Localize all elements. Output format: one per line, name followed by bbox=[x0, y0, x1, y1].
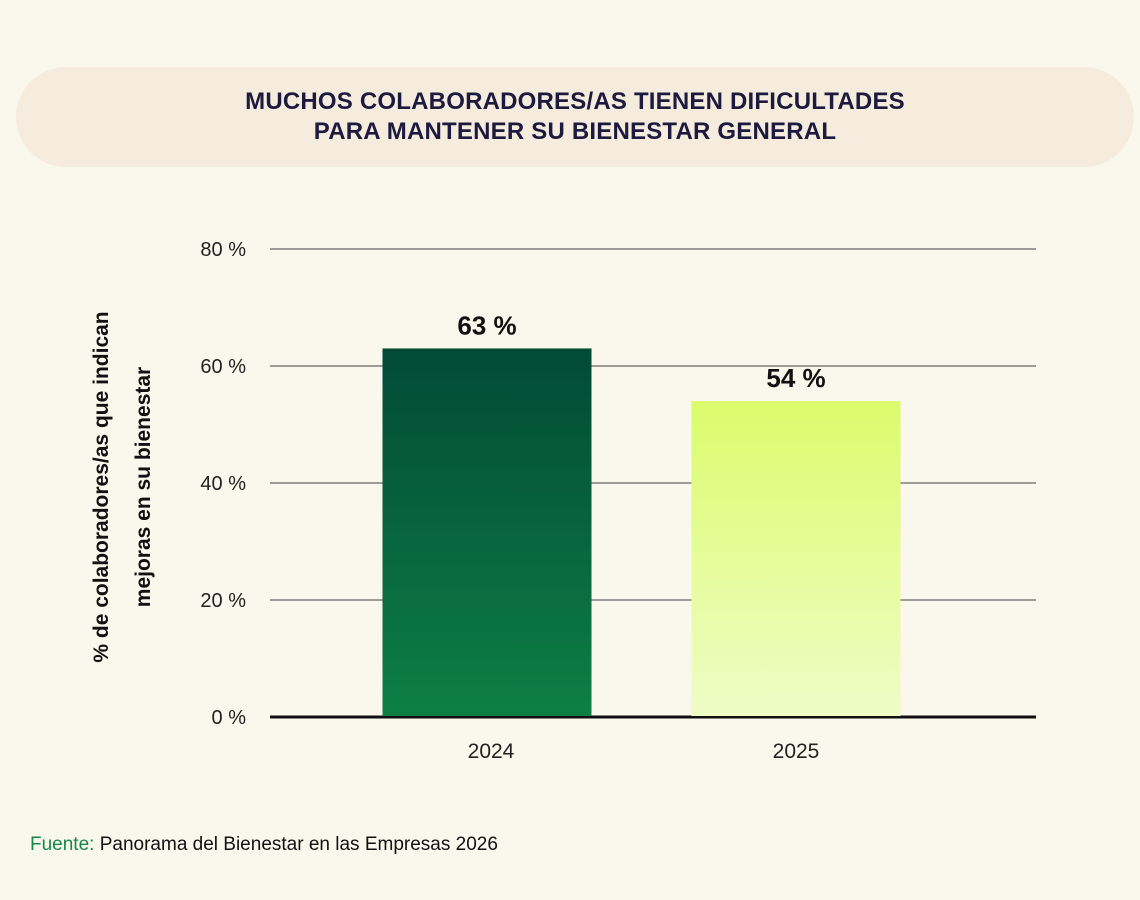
data-label: 63 % bbox=[457, 310, 516, 340]
bar-2025 bbox=[691, 401, 901, 716]
y-tick-label: 0 % bbox=[212, 707, 247, 729]
y-tick-label: 80 % bbox=[200, 239, 246, 261]
source-text: Panorama del Bienestar en las Empresas 2… bbox=[99, 834, 498, 855]
chart-title: MUCHOS COLABORADORES/AS TIENEN DIFICULTA… bbox=[245, 87, 905, 147]
y-tick-label: 60 % bbox=[200, 356, 246, 378]
title-banner: MUCHOS COLABORADORES/AS TIENEN DIFICULTA… bbox=[16, 67, 1134, 167]
bar-2024 bbox=[382, 348, 592, 716]
source-footer: Fuente: Panorama del Bienestar en las Em… bbox=[30, 834, 498, 856]
data-label: 54 % bbox=[766, 363, 825, 393]
x-tick-label: 2024 bbox=[468, 740, 515, 763]
y-axis-label-line-2: mejoras en su bienestar bbox=[132, 367, 155, 607]
title-line-1: MUCHOS COLABORADORES/AS TIENEN DIFICULTA… bbox=[245, 88, 905, 115]
x-tick-label: 2025 bbox=[773, 740, 820, 763]
y-axis-label-line-1: % de colaboradores/as que indican bbox=[90, 311, 113, 662]
y-tick-label: 20 % bbox=[200, 590, 246, 612]
source-label: Fuente: bbox=[30, 834, 95, 855]
title-line-2: PARA MANTENER SU BIENESTAR GENERAL bbox=[313, 118, 837, 145]
y-tick-label: 40 % bbox=[200, 473, 246, 495]
